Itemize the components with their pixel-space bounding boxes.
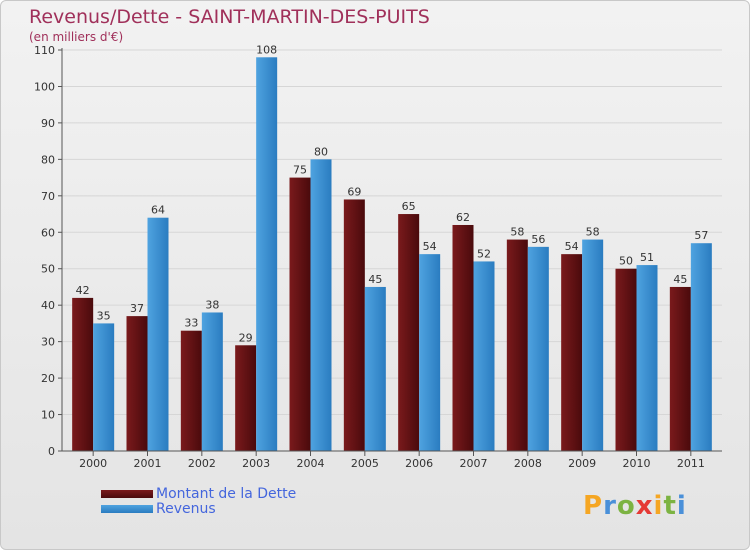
bar-dette — [452, 224, 474, 451]
bar-dette — [72, 297, 94, 451]
proxiti-logo: Proxiti — [583, 491, 687, 521]
x-tick-label: 2004 — [297, 457, 325, 470]
legend-swatch-dette — [101, 490, 153, 498]
data-label-dette: 69 — [347, 185, 361, 198]
bar-dette — [180, 330, 202, 451]
x-tick-label: 2003 — [242, 457, 270, 470]
bar-revenus — [419, 254, 441, 451]
data-label-dette: 62 — [456, 211, 470, 224]
y-tick-label: 100 — [34, 80, 55, 93]
y-tick-label: 90 — [41, 117, 55, 130]
data-label-revenus: 80 — [314, 145, 328, 158]
data-label-revenus: 58 — [586, 226, 600, 239]
bar-dette — [561, 254, 583, 451]
x-tick-label: 2001 — [134, 457, 162, 470]
x-tick-label: 2010 — [623, 457, 651, 470]
logo-letter: t — [663, 491, 677, 521]
data-label-dette: 75 — [293, 164, 307, 177]
legend-label-revenus: Revenus — [156, 501, 216, 517]
logo-letter: i — [676, 491, 687, 521]
chart-subtitle: (en milliers d'€) — [29, 30, 124, 44]
y-tick-label: 70 — [41, 190, 55, 203]
data-label-dette: 45 — [673, 273, 687, 286]
x-tick-label: 2002 — [188, 457, 216, 470]
logo-letter: x — [635, 491, 654, 521]
bar-revenus — [527, 246, 549, 451]
data-label-dette: 50 — [619, 255, 633, 268]
bar-dette — [289, 177, 311, 451]
axis-layer: 0 10 20 30 40 50 60 70 80 90 100 110 2000 2001 2002 200… — [34, 44, 722, 470]
data-label-revenus: 52 — [477, 247, 491, 260]
bar-revenus — [690, 243, 712, 451]
y-tick-label: 0 — [48, 445, 55, 458]
data-label-dette: 37 — [130, 302, 144, 315]
data-label-revenus: 51 — [640, 251, 654, 264]
bar-dette — [343, 199, 365, 451]
labels-layer: 42 35 37 64 33 38 29 108 75 80 69 45 65 54 62 52 58 56 54 5… — [76, 43, 709, 344]
data-label-revenus: 45 — [368, 273, 382, 286]
bars-layer — [72, 57, 712, 452]
grid-layer — [62, 49, 722, 452]
bar-revenus — [582, 239, 604, 451]
logo-letter: r — [603, 491, 617, 521]
y-tick-label: 50 — [41, 263, 55, 276]
x-tick-label: 2011 — [677, 457, 705, 470]
y-tick-label: 60 — [41, 226, 55, 239]
y-tick-label: 30 — [41, 336, 55, 349]
logo-letter: i — [653, 491, 664, 521]
data-label-revenus: 38 — [205, 298, 219, 311]
legend-label-dette: Montant de la Dette — [156, 486, 297, 502]
x-tick-label: 2006 — [405, 457, 433, 470]
data-label-revenus: 64 — [151, 204, 165, 217]
data-label-dette: 58 — [510, 226, 524, 239]
x-tick-label: 2008 — [514, 457, 542, 470]
y-tick-label: 40 — [41, 299, 55, 312]
x-tick-label: 2005 — [351, 457, 379, 470]
logo-letter: P — [583, 491, 604, 521]
bar-revenus — [636, 265, 658, 451]
bar-dette — [615, 268, 637, 451]
bar-dette — [669, 286, 691, 451]
bar-revenus — [310, 159, 332, 451]
bar-revenus — [93, 323, 115, 451]
legend-swatch-revenus — [101, 505, 153, 513]
data-label-dette: 33 — [184, 317, 198, 330]
bar-revenus — [201, 312, 223, 451]
data-label-revenus: 108 — [256, 43, 277, 56]
data-label-dette: 54 — [565, 240, 579, 253]
data-label-revenus: 56 — [531, 233, 545, 246]
data-label-dette: 42 — [76, 284, 90, 297]
logo-letter: o — [616, 491, 636, 521]
data-label-revenus: 54 — [423, 240, 437, 253]
data-label-revenus: 35 — [97, 309, 111, 322]
data-label-revenus: 57 — [694, 229, 708, 242]
bar-dette — [398, 214, 420, 451]
chart-title: Revenus/Dette - SAINT-MARTIN-DES-PUITS — [29, 6, 430, 28]
bar-revenus — [256, 57, 278, 452]
bar-dette — [235, 345, 257, 451]
y-tick-label: 20 — [41, 372, 55, 385]
bar-dette — [506, 239, 528, 451]
y-tick-label: 110 — [34, 44, 55, 57]
x-tick-label: 2000 — [79, 457, 107, 470]
y-tick-label: 10 — [41, 409, 55, 422]
x-tick-label: 2007 — [460, 457, 488, 470]
bar-revenus — [364, 286, 386, 451]
data-label-dette: 29 — [239, 331, 253, 344]
bar-revenus — [147, 217, 169, 451]
bar-dette — [126, 316, 148, 451]
bar-revenus — [473, 261, 495, 451]
x-tick-label: 2009 — [568, 457, 596, 470]
y-tick-label: 80 — [41, 153, 55, 166]
data-label-dette: 65 — [402, 200, 416, 213]
